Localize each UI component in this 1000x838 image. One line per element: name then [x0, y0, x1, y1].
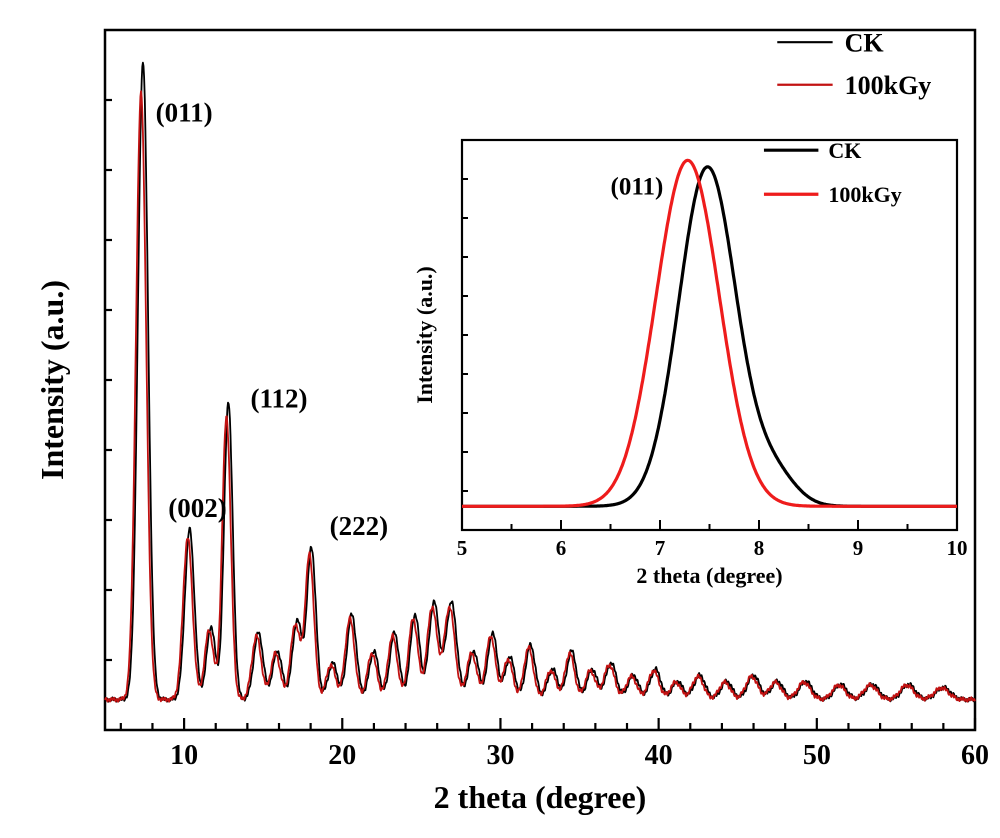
inset-xtick-label: 10	[947, 536, 968, 560]
xtick-label: 60	[961, 740, 989, 771]
legend-label: 100kGy	[845, 71, 932, 100]
xtick-label: 50	[803, 740, 831, 771]
inset-xtick-label: 6	[556, 536, 567, 560]
inset-xlabel: 2 theta (degree)	[636, 563, 782, 588]
inset-legend-label: CK	[828, 138, 861, 163]
legend-label: CK	[845, 28, 885, 57]
xtick-label: 10	[170, 740, 198, 771]
inset-peak-label: (011)	[611, 173, 664, 200]
xtick-label: 30	[486, 740, 514, 771]
inset-legend-label: 100kGy	[828, 182, 901, 207]
figure: 10 20 30 40 50 60 2 theta (degree) Intensity (a…	[0, 0, 1000, 838]
inset-xtick-label: 9	[853, 536, 864, 560]
main-xlabel: 2 theta (degree)	[434, 779, 647, 815]
inset-ylabel: Intensity (a.u.)	[412, 266, 437, 404]
main-ylabel: Intensity (a.u.)	[34, 280, 70, 480]
peak-label: (112)	[251, 383, 308, 413]
peak-label: (222)	[330, 511, 388, 541]
peak-label: (002)	[168, 493, 226, 523]
xtick-label: 40	[645, 740, 673, 771]
inset-xtick-label: 5	[457, 536, 468, 560]
inset-xtick-label: 8	[754, 536, 765, 560]
inset-xtick-label: 7	[655, 536, 666, 560]
peak-label: (011)	[156, 97, 213, 127]
xtick-label: 20	[328, 740, 356, 771]
